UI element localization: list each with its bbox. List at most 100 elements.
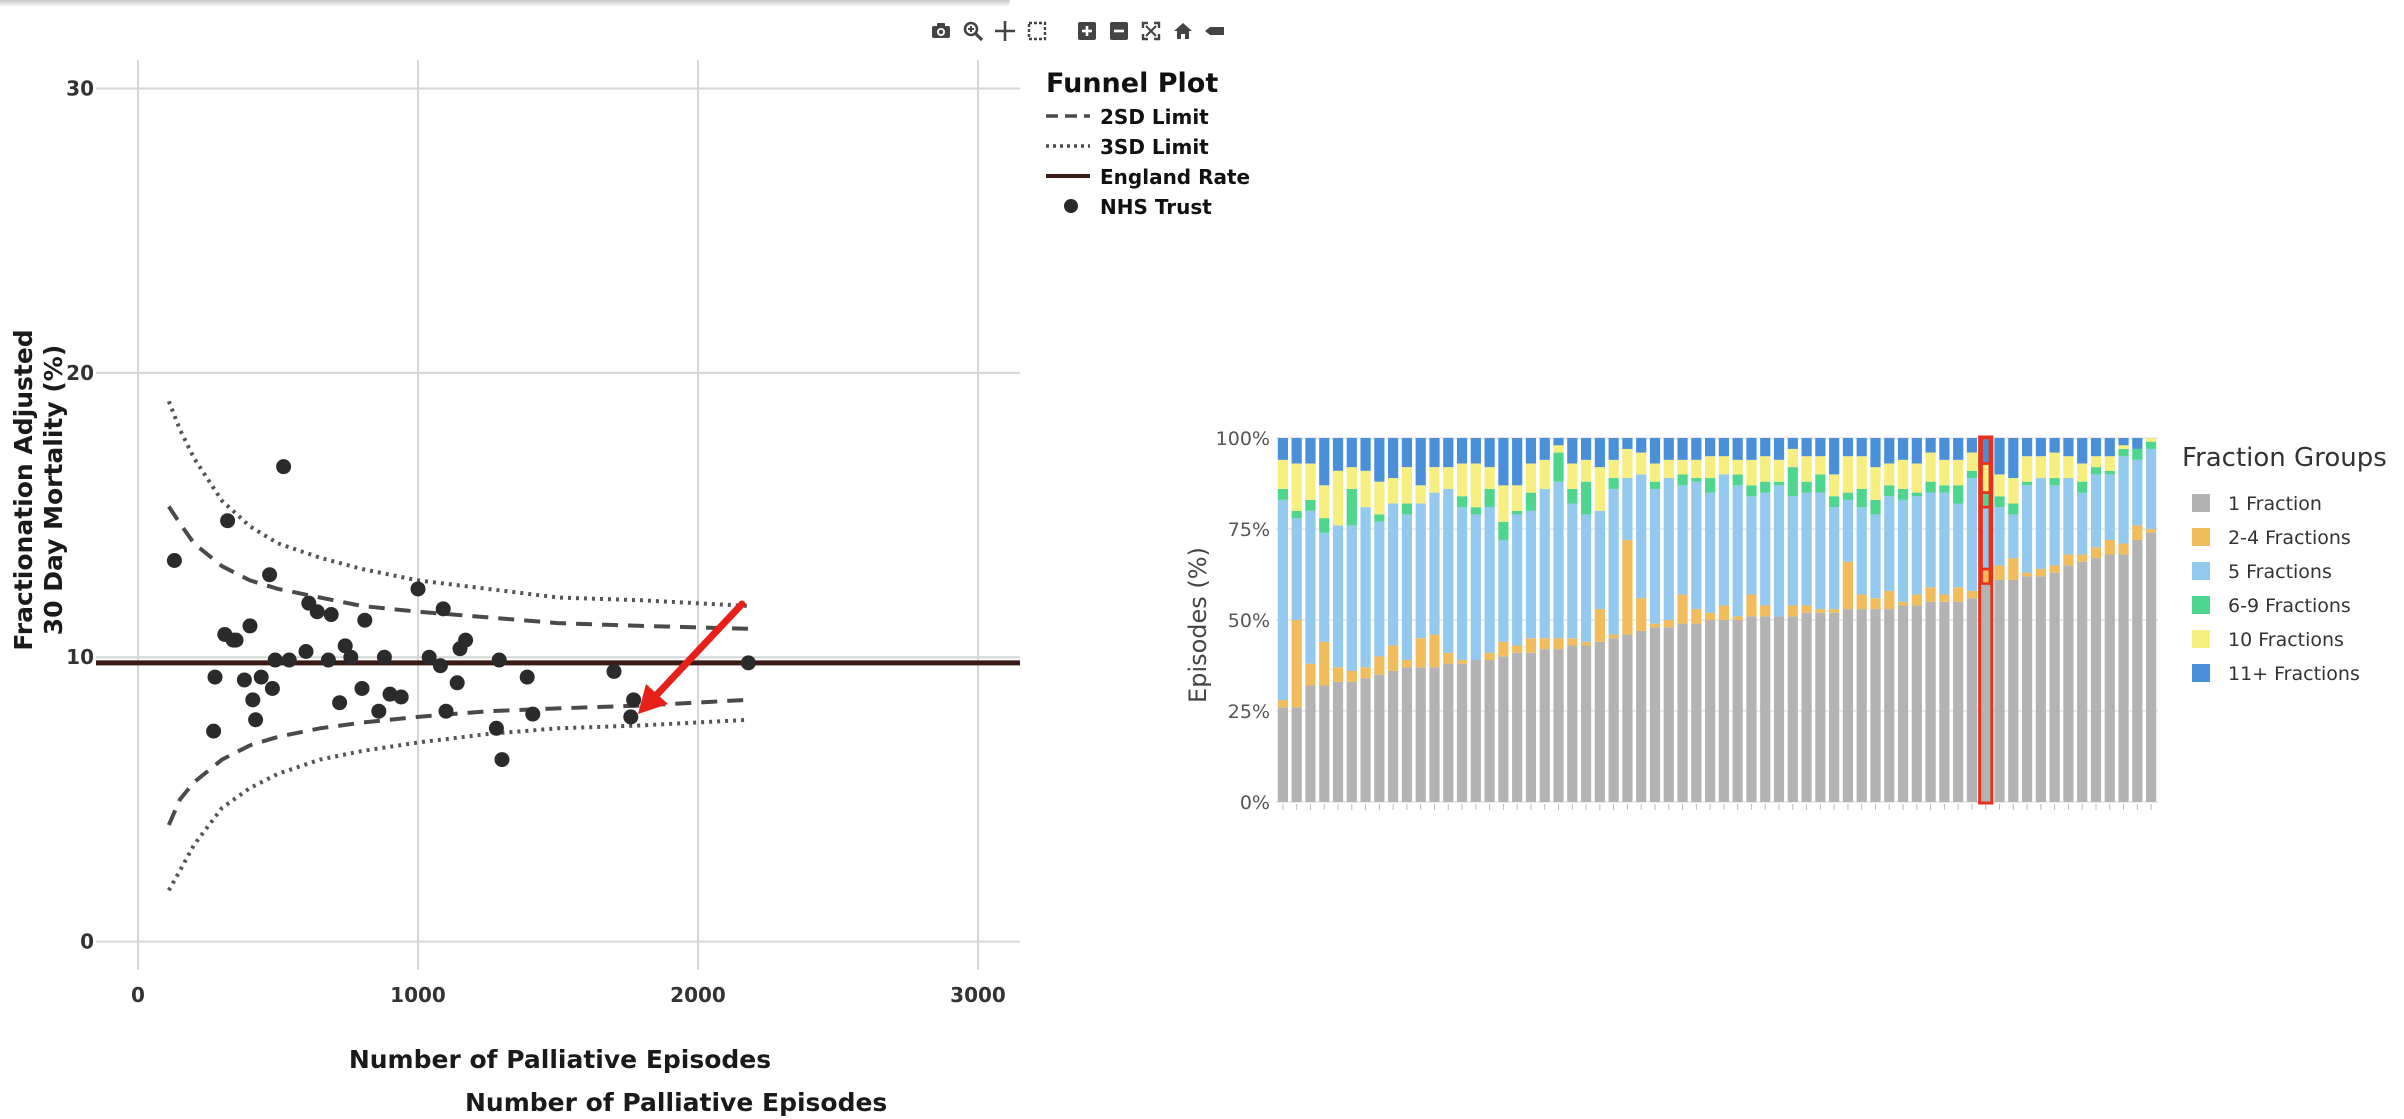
- bar-segment: [1415, 667, 1426, 802]
- bar-segment: [1332, 667, 1344, 682]
- toggle-spike-icon[interactable]: [1200, 16, 1230, 46]
- bar-segment: [1939, 594, 1950, 602]
- bar-segment: [1980, 438, 1991, 464]
- bar-segment: [2132, 448, 2143, 460]
- bar-segment: [1870, 438, 1881, 468]
- bar-segment: [1415, 638, 1426, 668]
- zoom-in-icon[interactable]: [1072, 16, 1102, 46]
- bar-segment: [1994, 438, 2005, 475]
- bar-segment: [1594, 467, 1605, 511]
- bar-segment: [2118, 438, 2129, 446]
- bar-segment: [1622, 634, 1633, 802]
- bar-segment: [2077, 492, 2088, 555]
- bar-segment: [1911, 496, 1922, 595]
- bar-segment: [1663, 478, 1674, 620]
- bar-legend-item[interactable]: 1 Fraction: [2192, 493, 2322, 515]
- bar-segment: [1388, 645, 1399, 671]
- bar-segment: [1360, 678, 1371, 802]
- bar-legend-item[interactable]: 2-4 Fractions: [2192, 527, 2351, 549]
- bar-segment: [1718, 474, 1729, 606]
- bar-segment: [2021, 481, 2033, 486]
- bar-segment: [1456, 463, 1468, 497]
- bar-segment: [1691, 609, 1702, 624]
- bar-segment: [1829, 609, 1840, 613]
- bar-segment: [2104, 474, 2115, 540]
- bar-segment: [1429, 634, 1440, 668]
- box-select-icon[interactable]: [1022, 16, 1052, 46]
- bar-segment: [1815, 438, 1826, 457]
- bar-segment: [1553, 438, 1564, 446]
- bar-segment: [2049, 452, 2060, 479]
- bar-segment: [1732, 620, 1743, 802]
- bar-segment: [2049, 485, 2060, 566]
- bar-segment: [1456, 663, 1468, 802]
- bar-legend-item[interactable]: 6-9 Fractions: [2192, 595, 2351, 617]
- legend-item-2sd[interactable]: 2SD Limit: [1046, 105, 1209, 129]
- bar-segment: [1801, 438, 1812, 457]
- bar-segment: [1705, 612, 1716, 620]
- pan-icon[interactable]: [990, 16, 1020, 46]
- legend-item-england-rate[interactable]: England Rate: [1046, 165, 1250, 189]
- bar-segment: [1388, 478, 1399, 504]
- nhs-trust-point: [435, 601, 451, 617]
- bar-segment: [1553, 481, 1564, 639]
- bar-segment: [1939, 485, 1950, 493]
- bar-segment: [1884, 463, 1895, 486]
- nhs-trust-point: [242, 618, 258, 634]
- bar-segment: [1319, 438, 1330, 486]
- bar-segment: [1801, 456, 1812, 482]
- stacked-bars: [1277, 438, 2157, 802]
- bar-segment: [1939, 459, 1950, 486]
- bar-segment: [1594, 510, 1605, 610]
- lower-2sd-limit: [166, 697, 749, 826]
- nhs-trust-point: [332, 695, 348, 711]
- bar-segment: [2063, 456, 2074, 479]
- highlight-segment-outline: [1980, 436, 1992, 465]
- bar-segment: [1994, 579, 2005, 802]
- bar-segment: [1401, 514, 1413, 661]
- bar-segment: [1374, 481, 1385, 515]
- bar-legend: Fraction Groups 1 Fraction 2-4 Fractions 5 …: [2182, 443, 2387, 685]
- bar-legend-label: 6-9 Fractions: [2228, 595, 2351, 617]
- bar-legend-label: 5 Fractions: [2228, 561, 2332, 583]
- bar-segment: [1319, 685, 1330, 802]
- bar-segment: [1429, 492, 1440, 635]
- bar-segment: [1553, 452, 1564, 482]
- bar-segment: [2021, 576, 2033, 802]
- bar-segment: [1897, 438, 1909, 460]
- bar-segment: [1401, 667, 1413, 802]
- zoom-out-icon[interactable]: [1104, 16, 1134, 46]
- bar-segment: [1608, 488, 1619, 635]
- bar-segment: [1401, 438, 1413, 468]
- bar-segment: [1911, 605, 1922, 802]
- zoom-icon[interactable]: [958, 16, 988, 46]
- bar-segment: [1787, 616, 1798, 802]
- bar-segment: [1966, 470, 1978, 479]
- bar-segment: [1443, 438, 1454, 468]
- bar-segment: [1718, 620, 1729, 802]
- legend-label-england-rate: England Rate: [1100, 165, 1250, 189]
- bar-segment: [1856, 594, 1867, 610]
- bar-segment: [1291, 620, 1302, 708]
- autoscale-icon[interactable]: [1136, 16, 1166, 46]
- bar-segment: [1897, 605, 1909, 802]
- bar-segment: [1567, 645, 1578, 802]
- bar-legend-item[interactable]: 10 Fractions: [2192, 629, 2344, 651]
- bar-legend-item[interactable]: 11+ Fractions: [2192, 663, 2360, 685]
- reset-axes-icon[interactable]: [1168, 16, 1198, 46]
- bar-segment: [1980, 583, 1991, 802]
- legend-item-nhs-trust[interactable]: NHS Trust: [1064, 195, 1212, 219]
- camera-icon[interactable]: [926, 16, 956, 46]
- legend-item-3sd[interactable]: 3SD Limit: [1046, 135, 1209, 159]
- bar-segment: [1401, 503, 1413, 515]
- bar-segment: [1512, 485, 1523, 511]
- bar-segment: [1622, 438, 1633, 449]
- bar-legend-item[interactable]: 5 Fractions: [2192, 561, 2332, 583]
- bar-segment: [1705, 438, 1716, 457]
- bar-segment: [2090, 438, 2102, 457]
- nhs-trust-point: [228, 632, 244, 648]
- bar-segment: [1360, 470, 1371, 508]
- bar-segment: [1567, 503, 1578, 639]
- bar-segment: [1815, 492, 1826, 610]
- bar-segment: [2063, 438, 2074, 457]
